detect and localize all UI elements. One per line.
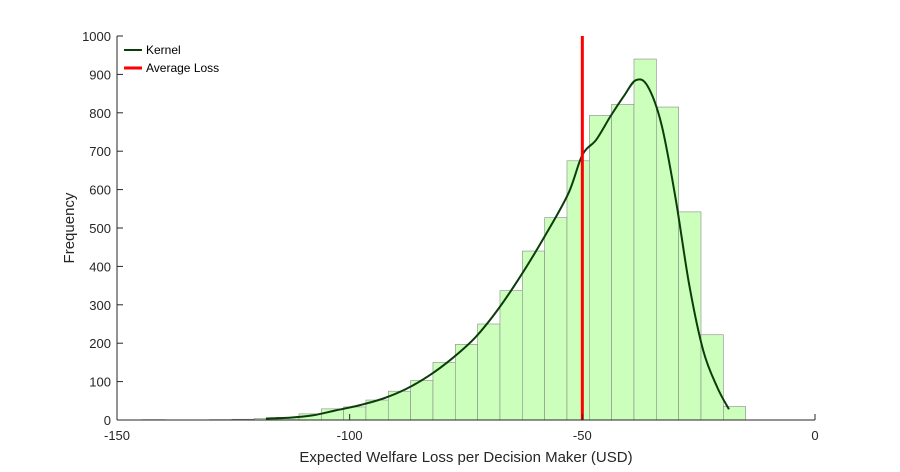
histogram-bars: [142, 58, 746, 421]
histogram-bar-26: [723, 406, 746, 421]
x-tick-label: -100: [337, 428, 363, 443]
legend-kernel-label: Kernel: [146, 43, 181, 57]
y-tick-label: 200: [89, 336, 111, 351]
y-tick-label: 700: [89, 144, 111, 159]
histogram-bar-18: [544, 217, 568, 421]
legend: Kernel Average Loss: [124, 43, 219, 75]
y-tick-label: 600: [89, 183, 111, 198]
histogram-bar-14: [454, 344, 478, 421]
histogram-bar-20: [589, 115, 612, 421]
histogram-bar-12: [410, 380, 434, 421]
histogram-bar-16: [499, 290, 523, 421]
histogram-bar-21: [611, 104, 635, 421]
x-axis-label: Expected Welfare Loss per Decision Maker…: [299, 449, 632, 466]
histogram-bar-22: [633, 58, 657, 421]
y-tick-label: 900: [89, 67, 111, 82]
legend-average-loss-label: Average Loss: [146, 61, 219, 75]
y-tick-label: 800: [89, 106, 111, 121]
axes: -150 -100 -50 0 0 100 200 300 400 500 600 700 800 900…: [82, 29, 819, 443]
y-tick-label: 0: [104, 413, 111, 428]
histogram-bar-19: [566, 160, 590, 421]
x-tick-label: -150: [104, 428, 130, 443]
series-lines: [265, 36, 730, 420]
y-tick-label: 100: [89, 375, 111, 390]
x-tick-label: -50: [573, 428, 592, 443]
y-tick-label: 400: [89, 259, 111, 274]
y-tick-label: 300: [89, 298, 111, 313]
y-axis-label: Frequency: [61, 192, 78, 263]
x-tick-label: 0: [811, 428, 818, 443]
y-tick-label: 1000: [82, 29, 111, 44]
kernel-density-line: [265, 78, 730, 420]
histogram-bar-17: [522, 250, 545, 421]
y-tick-label: 500: [89, 221, 111, 236]
histogram-bar-15: [477, 323, 501, 421]
